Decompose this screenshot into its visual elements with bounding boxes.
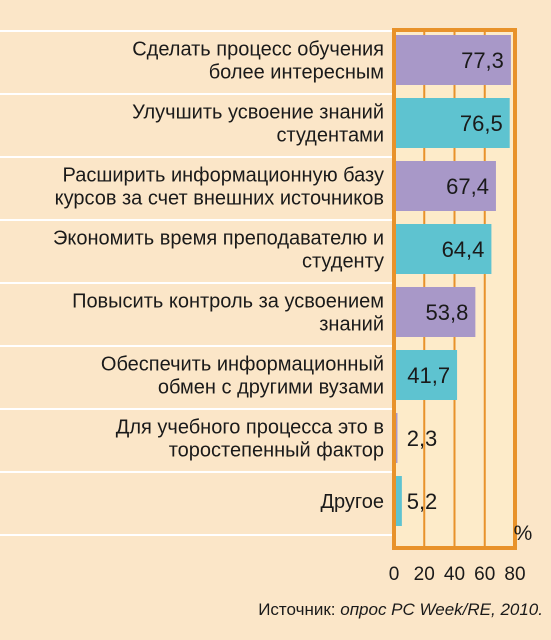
value-label: 5,2 [407,489,438,514]
source-text: опрос PC Week/RE, 2010. [340,600,543,619]
category-label: более интересным [209,62,384,84]
category-label: торостепенный фактор [169,440,384,462]
x-tick-label: 40 [444,564,465,585]
x-tick-label: 60 [474,564,495,585]
category-label: студентами [276,125,384,147]
x-tick-label: 80 [504,564,525,585]
plot-frame [392,28,517,550]
value-label: 76,5 [460,111,503,136]
bar [394,35,511,85]
category-label: студенту [302,251,384,273]
category-label: Для учебного процесса это в [116,417,384,439]
value-label: 64,4 [442,237,485,262]
category-label: Расширить информационную базу [63,165,384,187]
category-label: Обеспечить информационный [101,354,384,376]
source-prefix: Источник: [258,600,341,619]
category-label: курсов за счет внешних источников [55,188,384,210]
category-label: Сделать процесс обучения [132,39,384,61]
x-tick-label: 20 [414,564,435,585]
x-tick-label: 0 [389,564,400,585]
bar [394,350,458,400]
value-label: 2,3 [407,426,438,451]
source-note: Источник: опрос PC Week/RE, 2010. [258,600,543,620]
unit-label: % [514,522,533,545]
category-label: Улучшить усвоение знаний [132,102,384,124]
bar [394,98,510,148]
value-label: 41,7 [407,363,450,388]
bar [394,224,492,274]
category-label: обмен с другими вузами [158,377,384,399]
bar [394,287,476,337]
value-label: 67,4 [446,174,489,199]
value-label: 77,3 [461,48,504,73]
bar [394,161,496,211]
category-label: Экономить время преподавателю и [53,228,384,250]
category-label: Другое [320,491,384,513]
value-label: 53,8 [426,300,469,325]
category-label: Повысить контроль за усвоением [72,291,384,313]
category-label: знаний [319,314,384,336]
bar [394,476,402,526]
